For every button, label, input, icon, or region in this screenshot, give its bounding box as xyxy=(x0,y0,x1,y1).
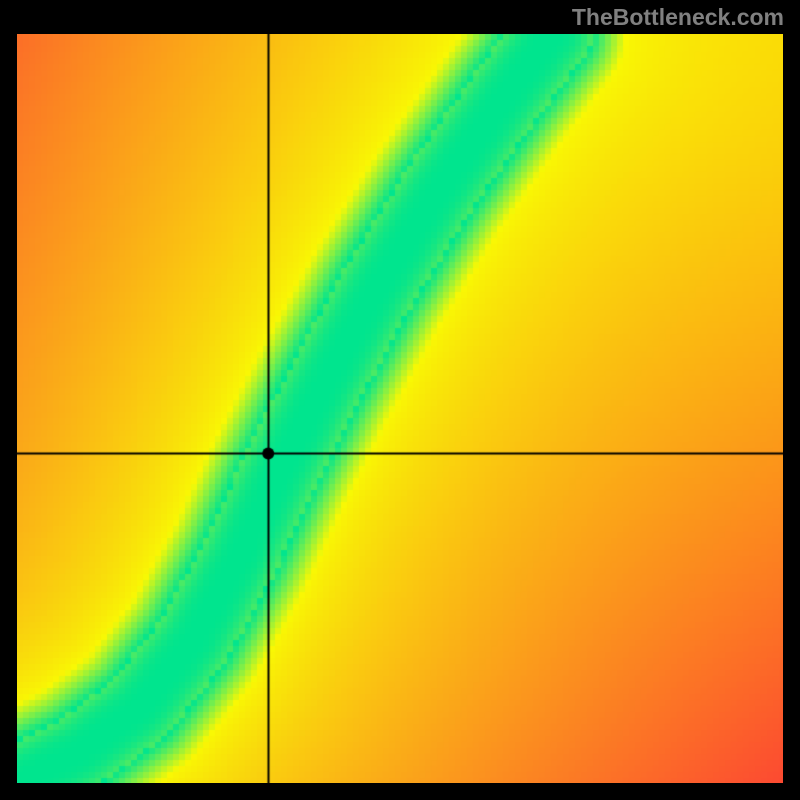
watermark-text: TheBottleneck.com xyxy=(572,4,784,31)
chart-container: { "canvas": { "width": 800, "height": 80… xyxy=(0,0,800,800)
bottleneck-heatmap xyxy=(17,34,783,783)
